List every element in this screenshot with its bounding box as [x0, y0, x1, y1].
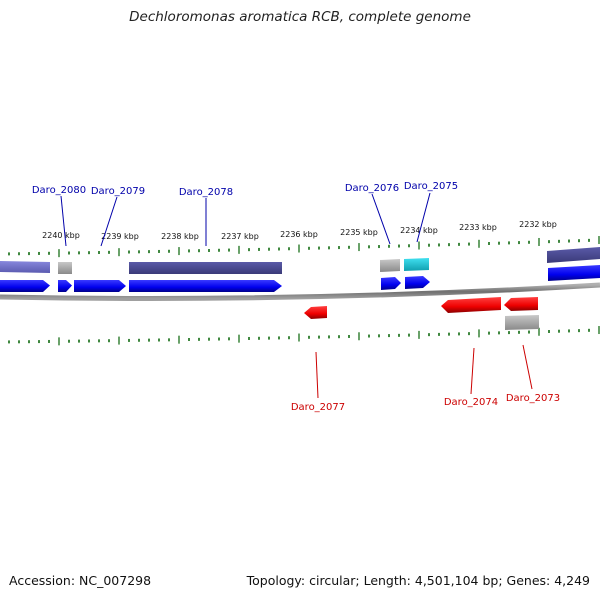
scale-label: 2237 kbp: [221, 232, 259, 241]
scale-labels: 2240 kbp 2239 kbp 2238 kbp 2237 kbp 2236…: [42, 220, 557, 241]
reverse-gene-labels: Daro_2077 Daro_2074 Daro_2073: [291, 393, 560, 413]
scale-label: 2236 kbp: [280, 230, 318, 239]
scale-label: 2240 kbp: [42, 231, 80, 240]
gene-arrow-reverse[interactable]: [504, 297, 538, 311]
cog-block: [547, 247, 600, 263]
genome-backbone: [0, 282, 600, 301]
gene-arrow-forward[interactable]: [405, 276, 430, 289]
scale-label: 2235 kbp: [340, 228, 378, 237]
gene-label[interactable]: Daro_2077: [291, 402, 345, 413]
cog-block: [380, 259, 400, 272]
callout-line: [416, 192, 431, 243]
callout-line: [60, 195, 67, 247]
callout-line: [100, 196, 118, 247]
gene-arrow-reverse[interactable]: [304, 306, 327, 319]
scale-label: 2232 kbp: [519, 220, 557, 229]
scale-label: 2239 kbp: [101, 232, 139, 241]
gene-arrow-reverse[interactable]: [441, 297, 501, 313]
cog-block: [0, 261, 50, 273]
genome-title: Dechloromonas aromatica RCB, complete ge…: [129, 9, 471, 25]
cog-block: [404, 258, 429, 271]
callout-line: [522, 344, 533, 390]
gene-label[interactable]: Daro_2080: [32, 185, 86, 196]
callout-line: [470, 347, 475, 395]
forward-strand-genes: [0, 265, 600, 292]
gene-arrow-forward[interactable]: [0, 280, 50, 292]
gene-label[interactable]: Daro_2078: [179, 187, 233, 198]
upper-scale-ticks: [8, 236, 600, 258]
callout-line: [315, 351, 319, 399]
genome-summary-text: Topology: circular; Length: 4,501,104 bp…: [246, 573, 590, 588]
reverse-strand-genes: [304, 297, 538, 319]
gene-label[interactable]: Daro_2076: [345, 183, 399, 194]
gene-arrow-forward[interactable]: [129, 280, 282, 292]
cog-block: [505, 315, 539, 330]
gene-arrow-forward[interactable]: [74, 280, 126, 292]
gene-label[interactable]: Daro_2079: [91, 186, 145, 197]
accession-text: Accession: NC_007298: [9, 573, 152, 588]
reverse-callouts: [315, 344, 533, 399]
scale-label: 2234 kbp: [400, 226, 438, 235]
gene-arrow-forward[interactable]: [58, 280, 72, 292]
lower-scale-ticks: [8, 326, 600, 346]
cog-track: [0, 247, 600, 274]
forward-gene-labels: Daro_2080 Daro_2079 Daro_2078 Daro_2076 …: [32, 181, 458, 198]
scale-label: 2238 kbp: [161, 232, 199, 241]
scale-label: 2233 kbp: [459, 223, 497, 232]
callout-line: [371, 193, 391, 245]
gene-label[interactable]: Daro_2075: [404, 181, 458, 192]
cog-block: [129, 262, 282, 274]
gene-label[interactable]: Daro_2074: [444, 397, 498, 408]
gene-label[interactable]: Daro_2073: [506, 393, 560, 404]
cog-block: [58, 262, 72, 274]
gene-arrow-forward[interactable]: [548, 265, 600, 281]
forward-callouts: [60, 192, 431, 247]
gene-arrow-forward[interactable]: [381, 277, 401, 290]
